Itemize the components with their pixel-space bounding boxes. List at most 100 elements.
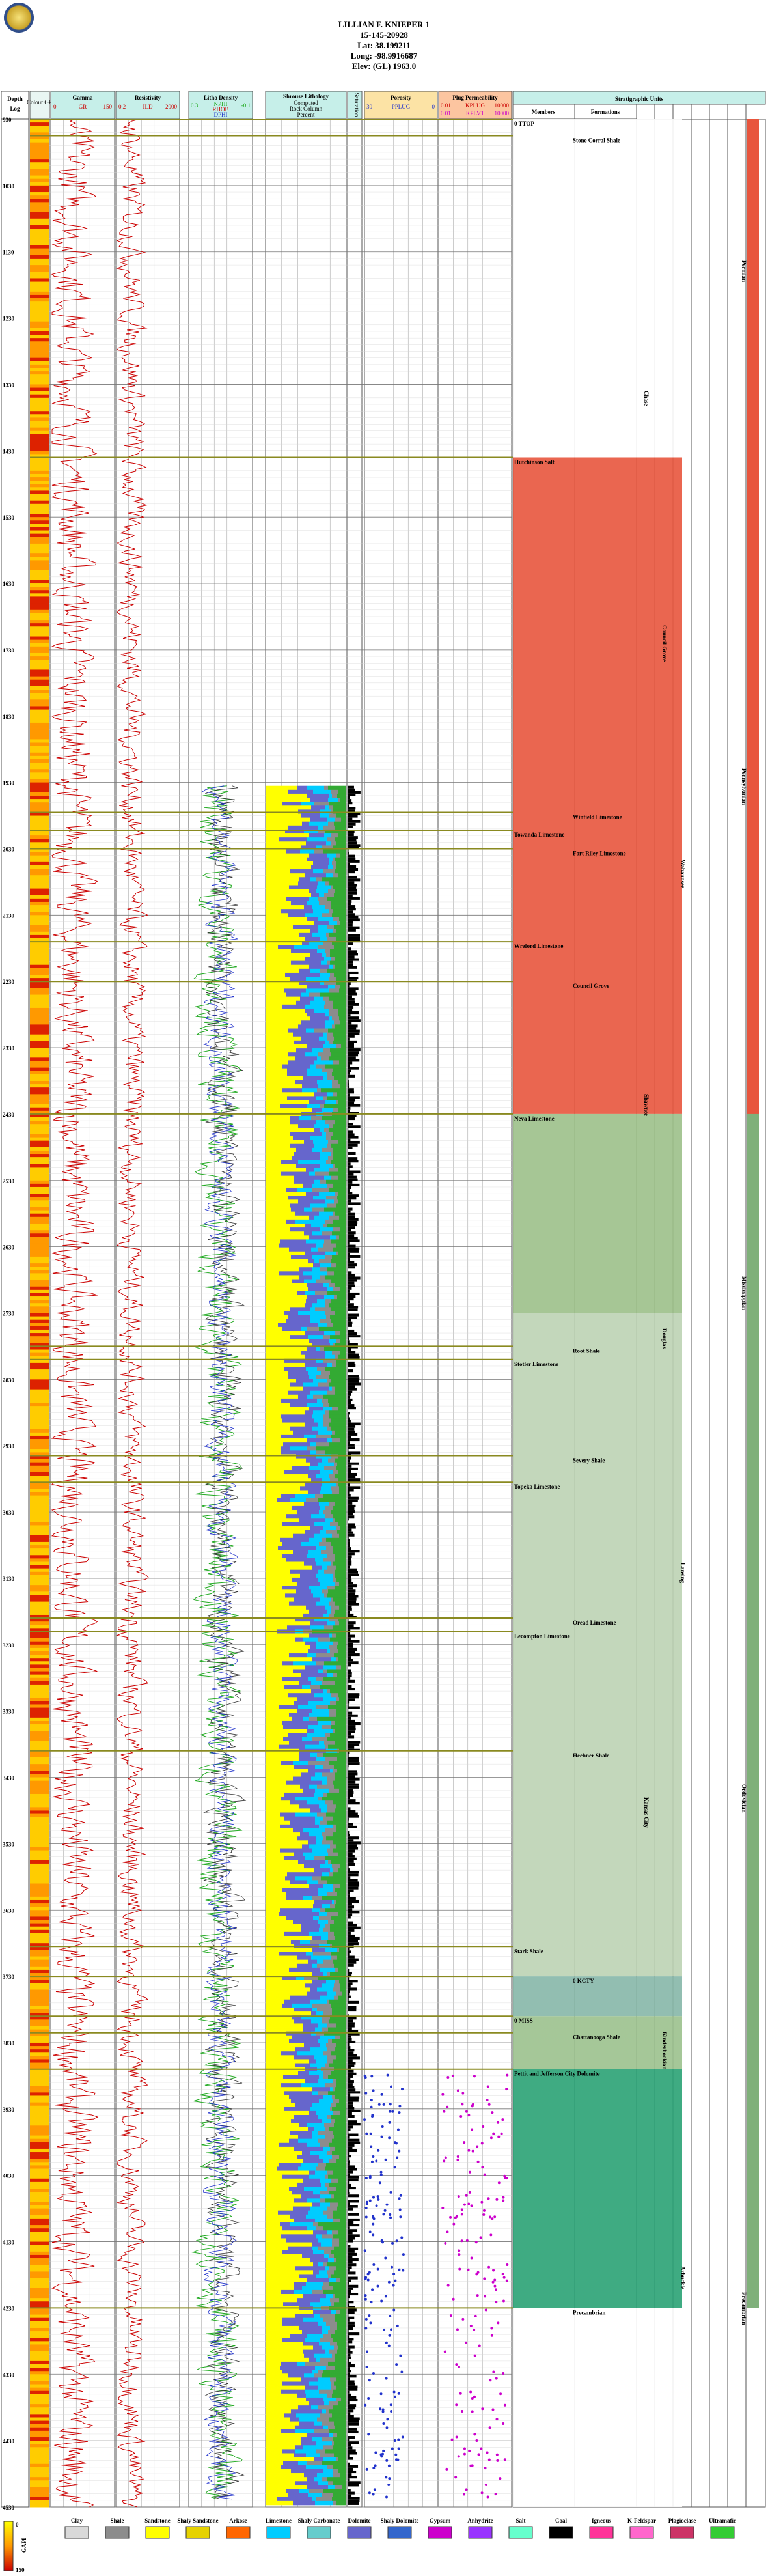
lithology-cell xyxy=(266,793,307,798)
lithology-cell xyxy=(314,1124,329,1128)
lithology-cell xyxy=(327,1621,335,1626)
legend-swatch xyxy=(710,2526,735,2539)
lithology-cell xyxy=(337,1462,346,1467)
gr-color-cell xyxy=(30,232,49,236)
lithology-cell xyxy=(329,1474,335,1479)
lithology-cell xyxy=(319,1036,327,1041)
lithology-cell xyxy=(322,1681,335,1686)
saturation-bar xyxy=(348,1725,356,1728)
saturation-bar xyxy=(348,1064,350,1067)
lithology-cell xyxy=(266,2429,281,2434)
lithology-cell xyxy=(266,1259,308,1264)
lithology-cell xyxy=(305,1665,323,1670)
gr-color-cell xyxy=(30,2026,49,2030)
saturation-bar xyxy=(348,852,349,855)
lithology-cell xyxy=(314,1092,327,1097)
gr-color-cell xyxy=(30,1684,49,1688)
lithology-cell xyxy=(325,1948,337,1952)
porosity-plug-point xyxy=(393,2395,396,2398)
legend-swatch xyxy=(145,2526,170,2539)
gr-color-cell xyxy=(30,1787,49,1791)
saturation-bar xyxy=(348,1104,361,1107)
lithology-cell xyxy=(266,2191,292,2195)
lithology-cell xyxy=(281,2389,305,2394)
saturation-bar xyxy=(348,1143,358,1147)
lithology-cell xyxy=(310,1752,317,1757)
lithology-cell xyxy=(302,2330,322,2334)
lithology-cell xyxy=(291,1207,304,1212)
lithology-cell xyxy=(299,1756,316,1761)
saturation-bar xyxy=(348,1279,357,1282)
lithology-cell xyxy=(322,2345,334,2350)
gr-color-cell xyxy=(30,1021,49,1025)
depth-tick-label: 3330 xyxy=(3,1709,15,1715)
lithology-cell xyxy=(323,1971,327,1976)
gr-color-cell xyxy=(30,1319,49,1324)
porosity-plug-point xyxy=(385,2377,388,2380)
saturation-bar xyxy=(348,1178,358,1181)
lithology-cell xyxy=(314,921,329,926)
gr-color-cell xyxy=(30,367,49,372)
saturation-bar xyxy=(348,2077,351,2081)
saturation-bar xyxy=(348,977,359,980)
gr-color-cell xyxy=(30,858,49,863)
lithology-cell xyxy=(322,2027,328,2032)
saturation-bar xyxy=(348,2054,357,2057)
saturation-bar xyxy=(348,1589,356,1593)
lithology-cell xyxy=(289,1713,309,1718)
saturation-bar xyxy=(348,1820,349,1823)
lithology-cell xyxy=(313,789,331,794)
gr-color-cell xyxy=(30,1867,49,1871)
saturation-bar xyxy=(348,2183,351,2187)
lithology-cell xyxy=(336,1844,346,1849)
gr-color-cell xyxy=(30,908,49,912)
saturation-bar xyxy=(348,1791,354,1794)
gr-color-cell xyxy=(30,1080,49,1085)
lithology-cell xyxy=(314,2477,322,2482)
depth-tick-label: 1530 xyxy=(3,514,15,521)
lithology-cell xyxy=(333,1518,335,1522)
saturation-bar xyxy=(348,1157,358,1160)
gr-color-cell xyxy=(30,2407,49,2411)
gr-color-cell xyxy=(30,2454,49,2458)
lithology-cell xyxy=(266,1987,310,1992)
gr-color-cell xyxy=(30,1840,49,1844)
lithology-cell xyxy=(333,1040,346,1045)
lithology-cell xyxy=(304,2043,320,2048)
lithology-cell xyxy=(283,2075,319,2080)
lithology-cell xyxy=(290,1498,306,1503)
permeability-plug-point xyxy=(446,2076,450,2079)
porosity-plug-point xyxy=(393,2166,396,2169)
porosity-plug-point xyxy=(368,2491,371,2495)
lithology-cell xyxy=(266,1175,294,1181)
lithology-cell xyxy=(266,1371,288,1375)
lithology-cell xyxy=(266,2334,290,2338)
lithology-cell xyxy=(266,1999,284,2004)
lithology-cell xyxy=(285,1876,295,1881)
saturation-bar xyxy=(348,1862,355,1866)
lithology-cell xyxy=(331,1052,346,1057)
saturation-bar xyxy=(348,1138,351,1141)
depth-tick-label: 3430 xyxy=(3,1775,15,1782)
lithology-cell xyxy=(336,841,346,846)
litho-header: Shrouse Lithology xyxy=(283,93,329,100)
saturation-bar xyxy=(348,1807,351,1810)
lithology-cell xyxy=(329,932,346,938)
lithology-cell xyxy=(266,1231,304,1236)
lithology-cell xyxy=(335,1904,346,1909)
lithology-cell xyxy=(332,1430,335,1435)
lithology-cell xyxy=(289,2138,298,2144)
depth-axis: 9301030113012301330143015301630173018301… xyxy=(3,117,15,2511)
lithology-cell xyxy=(340,2278,346,2283)
lithology-cell xyxy=(327,968,346,973)
lithology-cell xyxy=(288,1733,307,1737)
lithology-cell xyxy=(266,2194,301,2199)
saturation-bar xyxy=(348,982,351,985)
lithology-cell xyxy=(320,2035,335,2040)
gr-color-cell xyxy=(30,464,49,468)
permeability-plug-point xyxy=(489,2215,492,2219)
lithology-cell xyxy=(295,2449,316,2454)
lithology-cell xyxy=(334,972,346,977)
lithology-cell xyxy=(312,2246,318,2251)
lithology-cell xyxy=(319,1741,324,1746)
